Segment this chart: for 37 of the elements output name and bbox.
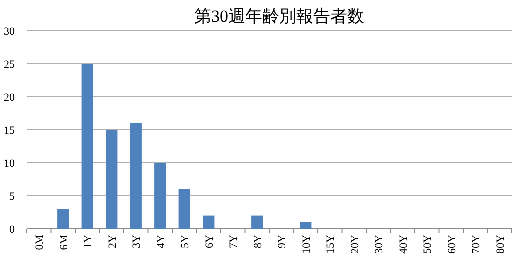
- bar: [178, 189, 190, 229]
- y-tick-label: 15: [4, 125, 16, 137]
- bar: [130, 123, 142, 229]
- x-tick-label: 80Y: [494, 234, 507, 254]
- bar: [252, 216, 264, 229]
- y-tick-label: 5: [10, 191, 16, 203]
- x-tick-label: 20Y: [349, 234, 362, 254]
- bar: [203, 216, 215, 229]
- x-tick-label: 6M: [58, 234, 70, 250]
- bar: [154, 163, 166, 229]
- x-tick-label: 2Y: [106, 234, 119, 248]
- bar: [106, 130, 118, 229]
- x-tick-label: 5Y: [180, 234, 192, 248]
- bar: [82, 64, 94, 229]
- x-tick-label: 6Y: [204, 234, 216, 248]
- x-tick-label: 50Y: [422, 234, 434, 254]
- x-tick-label: 7Y: [228, 234, 240, 248]
- y-tick-label: 10: [4, 158, 16, 170]
- bar: [58, 209, 70, 229]
- x-tick-label: 10Y: [300, 234, 313, 254]
- x-tick-label: 70Y: [470, 234, 483, 254]
- chart-title: 第30週年齢別報告者数: [194, 7, 364, 26]
- bar: [300, 222, 312, 229]
- y-tick-label: 30: [4, 26, 16, 38]
- x-tick-label: 40Y: [398, 234, 410, 254]
- x-tick-label: 1Y: [82, 234, 95, 248]
- x-tick-label: 9Y: [276, 234, 289, 248]
- x-tick-label: 15Y: [325, 234, 338, 254]
- x-tick-label: 3Y: [131, 234, 144, 248]
- y-tick-label: 20: [4, 92, 16, 104]
- x-tick-label: 8Y: [252, 234, 264, 248]
- y-tick-label: 25: [4, 59, 16, 71]
- x-tick-label: 4Y: [155, 234, 168, 248]
- x-tick-label: 60Y: [446, 234, 458, 254]
- x-tick-label: 0M: [34, 234, 46, 250]
- x-tick-label: 30Y: [374, 234, 386, 254]
- y-tick-label: 0: [10, 224, 16, 236]
